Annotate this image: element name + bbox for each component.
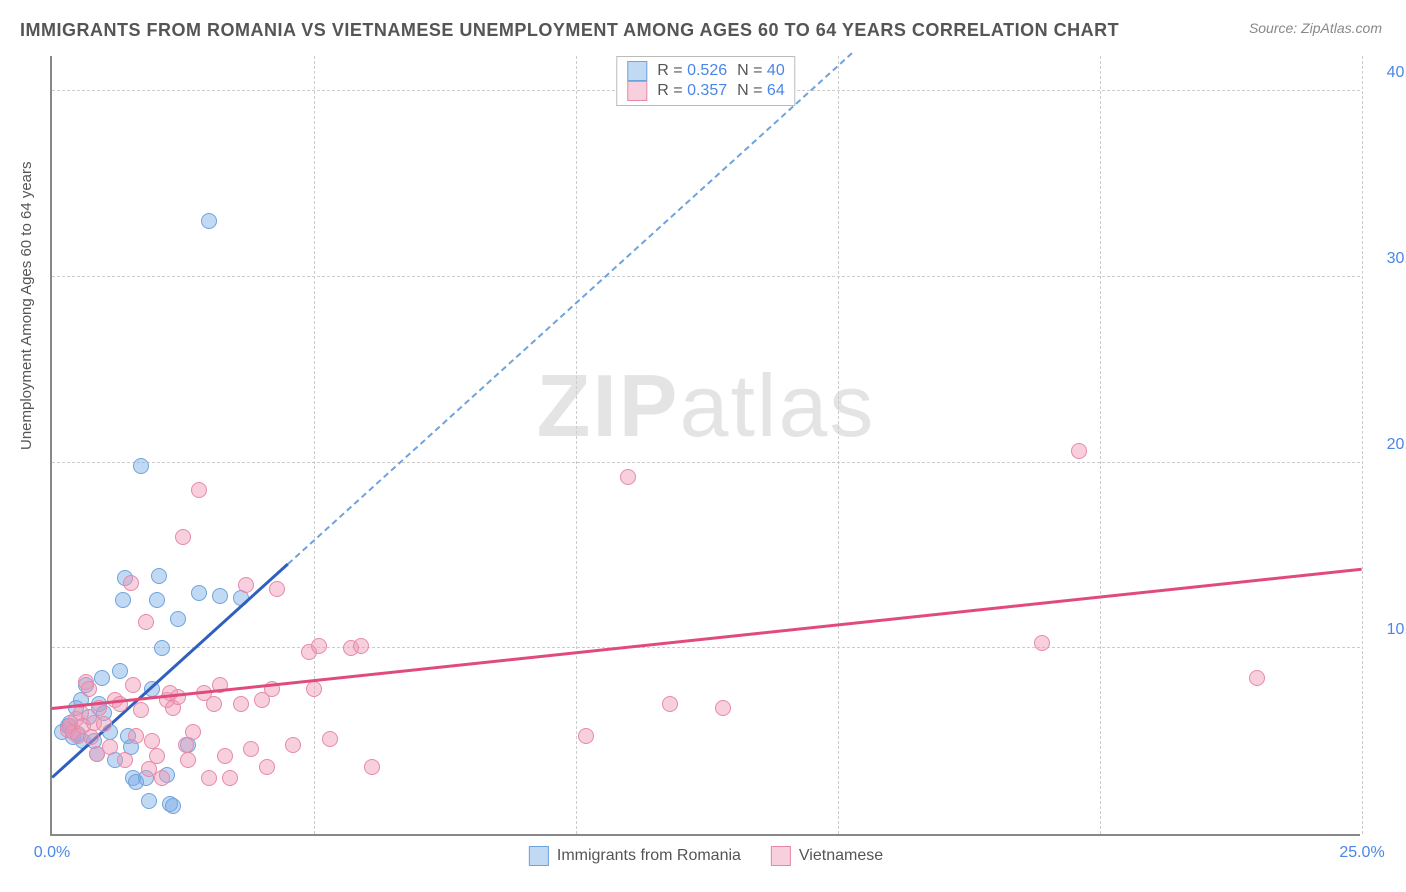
data-point [151,568,167,584]
data-point [222,770,238,786]
data-point [1249,670,1265,686]
gridline-v [576,56,577,834]
data-point [259,759,275,775]
gridline-h [52,647,1360,648]
correlation-legend: R = 0.526 N = 40 R = 0.357 N = 64 [616,56,795,106]
swatch-icon [627,61,647,81]
data-point [83,729,99,745]
data-point [138,614,154,630]
data-point [212,588,228,604]
data-point [578,728,594,744]
data-point [206,696,222,712]
data-point [180,752,196,768]
data-point [141,793,157,809]
legend-item-romania: Immigrants from Romania [529,846,741,866]
data-point [125,677,141,693]
data-point [353,638,369,654]
y-tick-label: 40.0% [1368,64,1406,82]
data-point [154,770,170,786]
legend-n-label: N = 40 [737,62,785,80]
data-point [233,696,249,712]
data-point [165,798,181,814]
data-point [133,458,149,474]
data-point [306,681,322,697]
data-point [94,670,110,686]
data-point [154,640,170,656]
x-tick-label: 25.0% [1339,844,1384,862]
data-point [201,770,217,786]
data-point [243,741,259,757]
swatch-icon [529,846,549,866]
legend-row-romania: R = 0.526 N = 40 [627,61,784,81]
data-point [191,482,207,498]
data-point [117,752,133,768]
legend-item-vietnamese: Vietnamese [771,846,883,866]
data-point [128,728,144,744]
data-point [185,724,201,740]
data-point [175,529,191,545]
trend-line-extrapolation [287,52,852,564]
data-point [170,611,186,627]
data-point [311,638,327,654]
y-tick-label: 30.0% [1368,250,1406,268]
swatch-icon [771,846,791,866]
data-point [662,696,678,712]
data-point [149,592,165,608]
data-point [364,759,380,775]
gridline-v [838,56,839,834]
data-point [238,577,254,593]
data-point [715,700,731,716]
watermark: ZIPatlas [537,355,876,457]
data-point [217,748,233,764]
swatch-icon [627,81,647,101]
data-point [96,716,112,732]
legend-r-label: R = 0.526 [657,62,727,80]
data-point [144,733,160,749]
data-point [620,469,636,485]
data-point [269,581,285,597]
scatter-plot-area: ZIPatlas R = 0.526 N = 40 R = 0.357 N = … [50,56,1360,836]
data-point [133,702,149,718]
data-point [201,213,217,229]
gridline-h [52,462,1360,463]
data-point [115,592,131,608]
gridline-h [52,276,1360,277]
y-tick-label: 10.0% [1368,621,1406,639]
legend-n-label: N = 64 [737,82,785,100]
data-point [1034,635,1050,651]
source-attribution: Source: ZipAtlas.com [1249,20,1382,36]
data-point [285,737,301,753]
legend-row-vietnamese: R = 0.357 N = 64 [627,81,784,101]
y-axis-label: Unemployment Among Ages 60 to 64 years [18,161,35,450]
data-point [123,575,139,591]
data-point [112,663,128,679]
gridline-v [1100,56,1101,834]
data-point [191,585,207,601]
x-tick-label: 0.0% [34,844,70,862]
data-point [322,731,338,747]
gridline-v [314,56,315,834]
y-tick-label: 20.0% [1368,436,1406,454]
chart-title: IMMIGRANTS FROM ROMANIA VS VIETNAMESE UN… [20,20,1119,41]
legend-r-label: R = 0.357 [657,82,727,100]
data-point [1071,443,1087,459]
gridline-v [1362,56,1363,834]
data-point [149,748,165,764]
data-point [81,681,97,697]
data-point [102,739,118,755]
series-legend: Immigrants from Romania Vietnamese [529,846,883,866]
